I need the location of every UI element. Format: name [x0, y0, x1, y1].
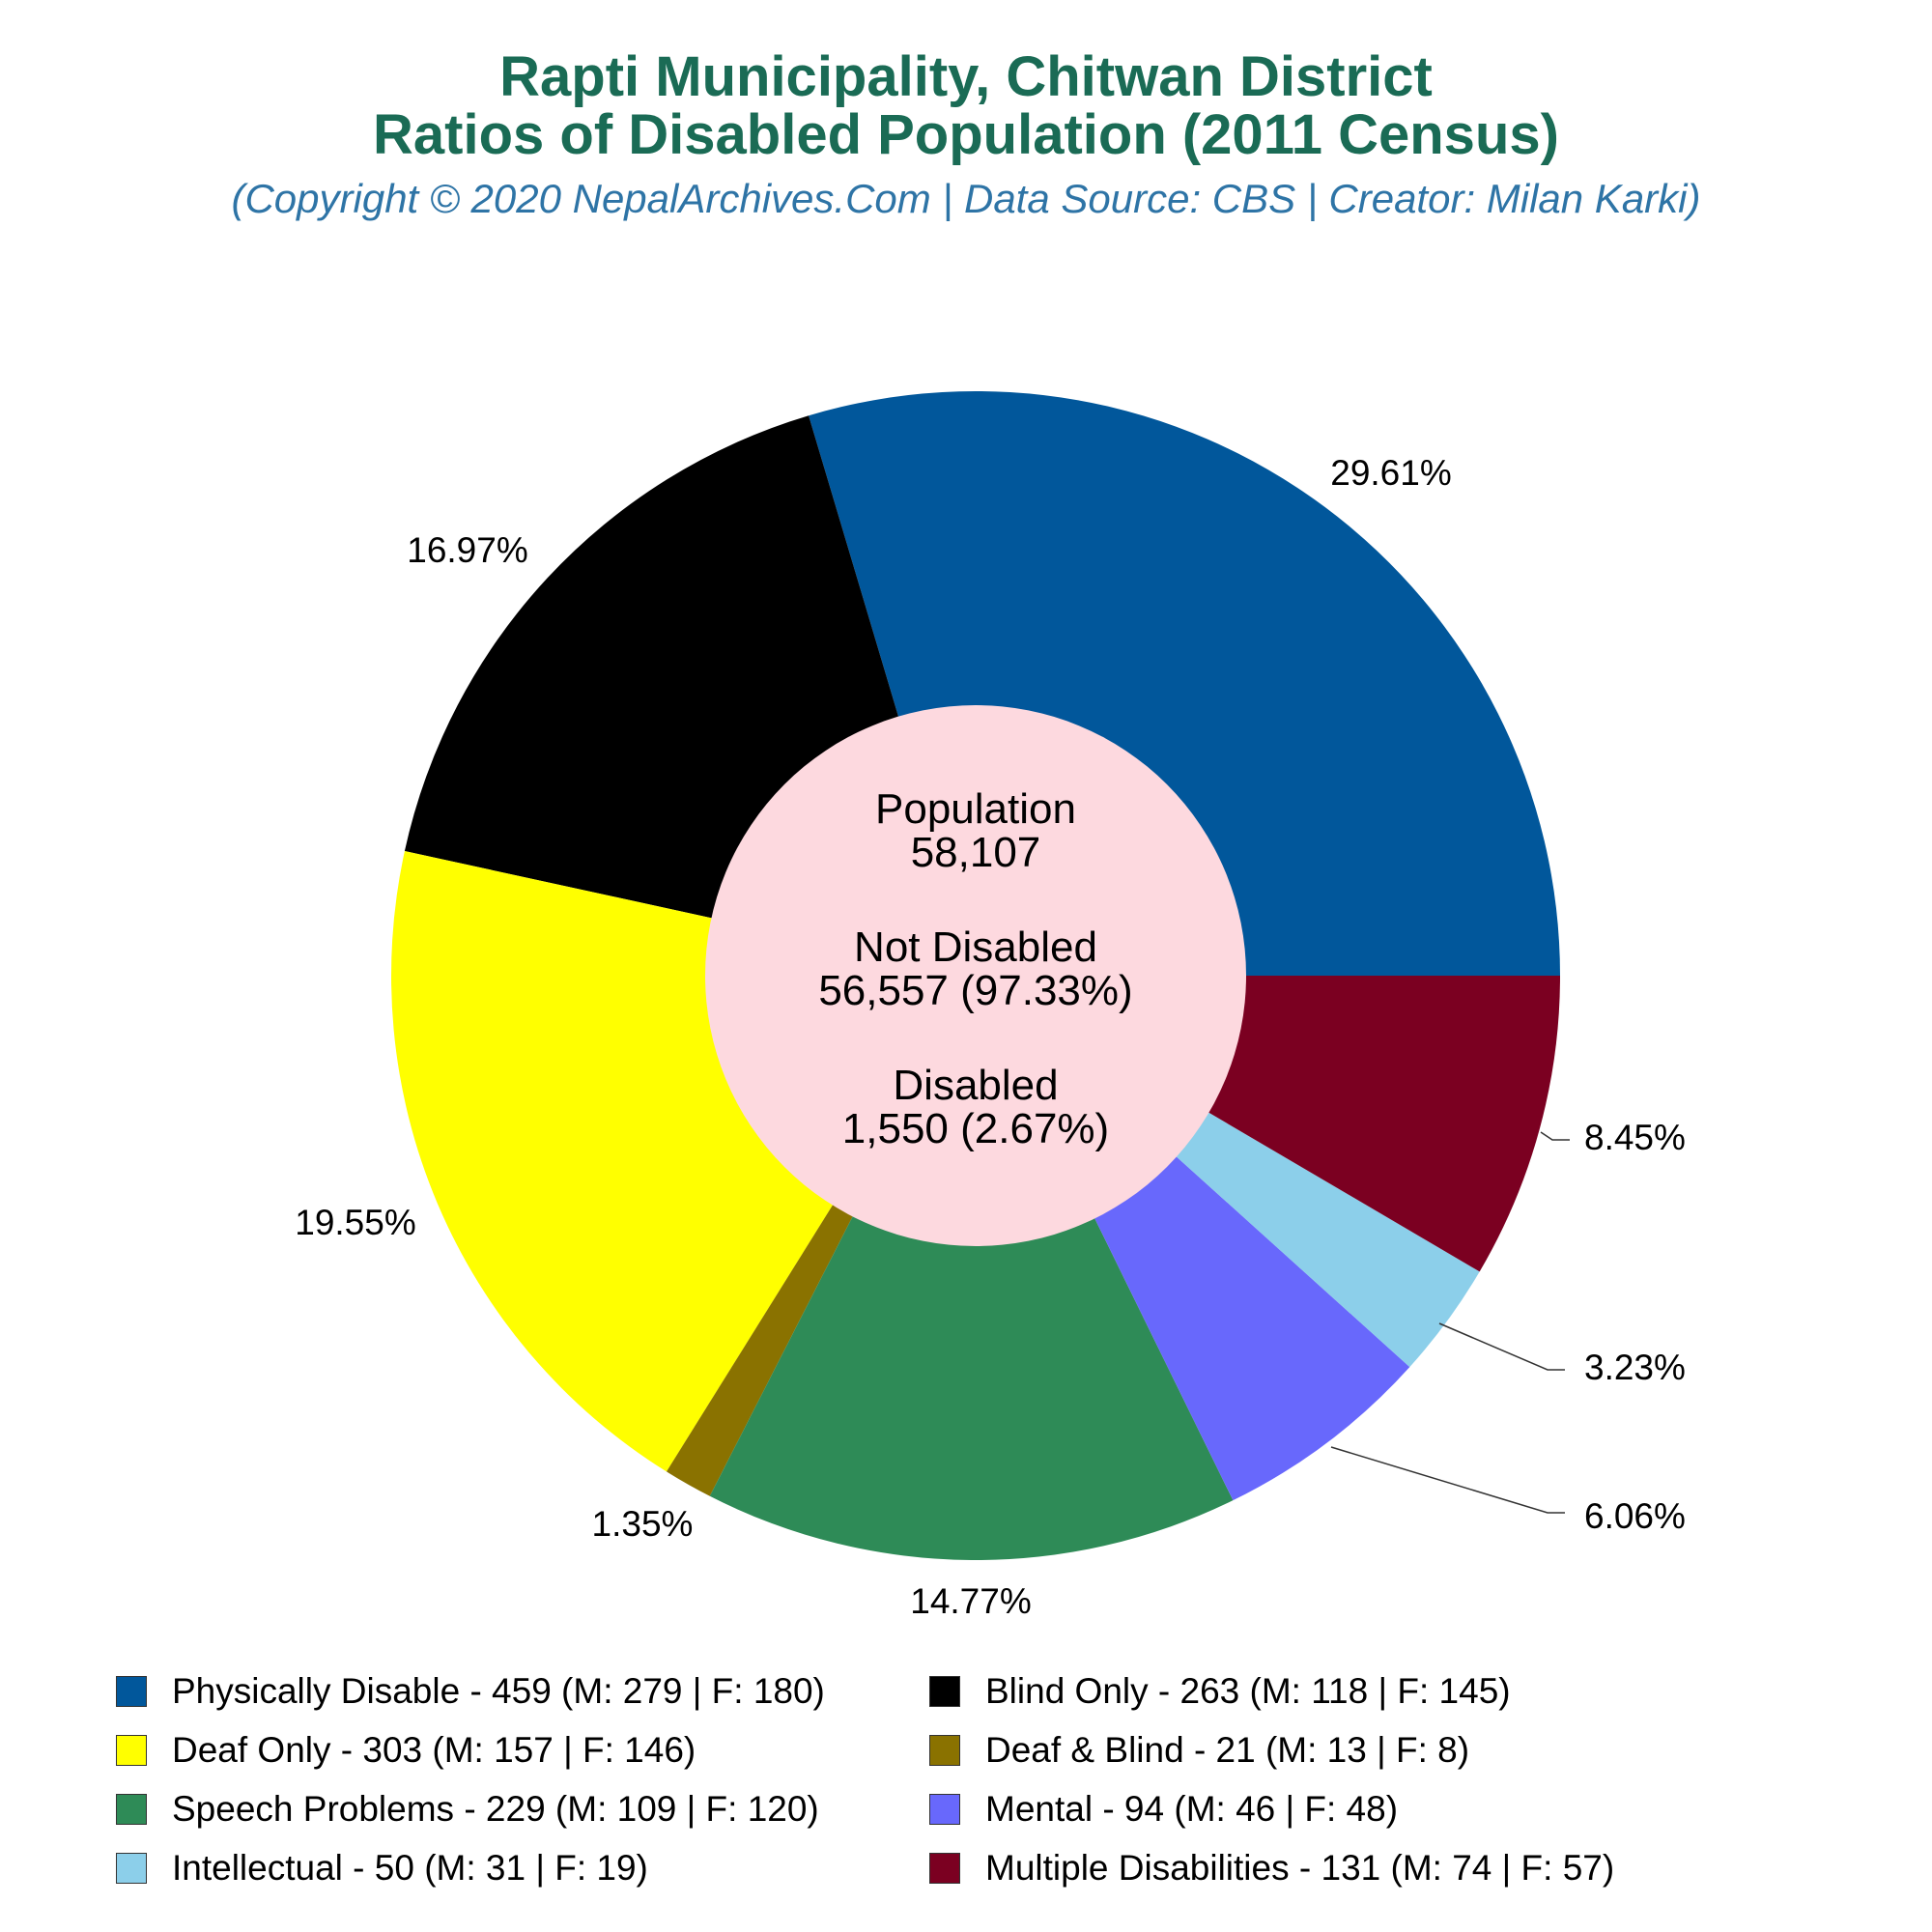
- chart-title-line-1: Rapti Municipality, Chitwan District: [499, 45, 1433, 108]
- legend-item: Physically Disable - 459 (M: 279 | F: 18…: [116, 1671, 825, 1712]
- legend-item: Deaf & Blind - 21 (M: 13 | F: 8): [929, 1730, 1469, 1771]
- legend-swatch: [116, 1853, 147, 1884]
- slice-percent-label: 16.97%: [407, 530, 528, 570]
- slice-percent-label: 1.35%: [592, 1504, 694, 1544]
- legend-item: Multiple Disabilities - 131 (M: 74 | F: …: [929, 1848, 1614, 1889]
- leader-line: [1540, 1131, 1570, 1141]
- pie-slice: [709, 976, 1234, 1560]
- legend-swatch: [929, 1735, 960, 1766]
- legend-item: Speech Problems - 229 (M: 109 | F: 120): [116, 1789, 819, 1830]
- center-not-disabled-label: Not Disabled: [854, 923, 1097, 971]
- center-disabled-value: 1,550 (2.67%): [842, 1105, 1109, 1152]
- slice-percent-label: 29.61%: [1330, 453, 1452, 493]
- legend-swatch: [116, 1676, 147, 1707]
- legend-label: Deaf Only - 303 (M: 157 | F: 146): [172, 1730, 696, 1770]
- donut-chart: 29.61% 16.97% 19.55% 1.35% 14.77% 6.06% 3.23% 8…: [295, 391, 1686, 1621]
- legend-label: Physically Disable - 459 (M: 279 | F: 18…: [172, 1671, 825, 1711]
- legend-swatch: [929, 1853, 960, 1884]
- slice-percent-label: 6.06%: [1584, 1496, 1686, 1536]
- legend-label: Blind Only - 263 (M: 118 | F: 145): [985, 1671, 1511, 1711]
- center-population-label: Population: [875, 785, 1076, 833]
- legend-label: Speech Problems - 229 (M: 109 | F: 120): [172, 1789, 819, 1829]
- chart-title-line-2: Ratios of Disabled Population (2011 Cens…: [373, 103, 1559, 166]
- chart-subtitle: (Copyright © 2020 NepalArchives.Com | Da…: [231, 176, 1701, 221]
- center-disabled-label: Disabled: [893, 1062, 1058, 1109]
- legend-label: Mental - 94 (M: 46 | F: 48): [985, 1789, 1399, 1829]
- legend-item: Deaf Only - 303 (M: 157 | F: 146): [116, 1730, 696, 1771]
- legend-label: Intellectual - 50 (M: 31 | F: 19): [172, 1848, 648, 1888]
- slice-percent-label: 14.77%: [910, 1581, 1032, 1621]
- legend-swatch: [929, 1794, 960, 1825]
- legend-label: Deaf & Blind - 21 (M: 13 | F: 8): [985, 1730, 1470, 1770]
- legend-label: Multiple Disabilities - 131 (M: 74 | F: …: [985, 1848, 1615, 1888]
- donut-center-hole: [705, 705, 1246, 1246]
- leader-line: [1438, 1322, 1565, 1371]
- legend-item: Blind Only - 263 (M: 118 | F: 145): [929, 1671, 1511, 1712]
- slice-percent-label: 8.45%: [1584, 1118, 1686, 1157]
- slice-percent-label: 3.23%: [1584, 1348, 1686, 1387]
- center-not-disabled-value: 56,557 (97.33%): [818, 967, 1132, 1014]
- slice-percent-label: 19.55%: [295, 1203, 416, 1242]
- legend-item: Mental - 94 (M: 46 | F: 48): [929, 1789, 1398, 1830]
- center-population-value: 58,107: [911, 829, 1041, 876]
- leader-line: [1330, 1446, 1565, 1514]
- legend-swatch: [116, 1794, 147, 1825]
- legend-swatch: [116, 1735, 147, 1766]
- legend-item: Intellectual - 50 (M: 31 | F: 19): [116, 1848, 648, 1889]
- legend-swatch: [929, 1676, 960, 1707]
